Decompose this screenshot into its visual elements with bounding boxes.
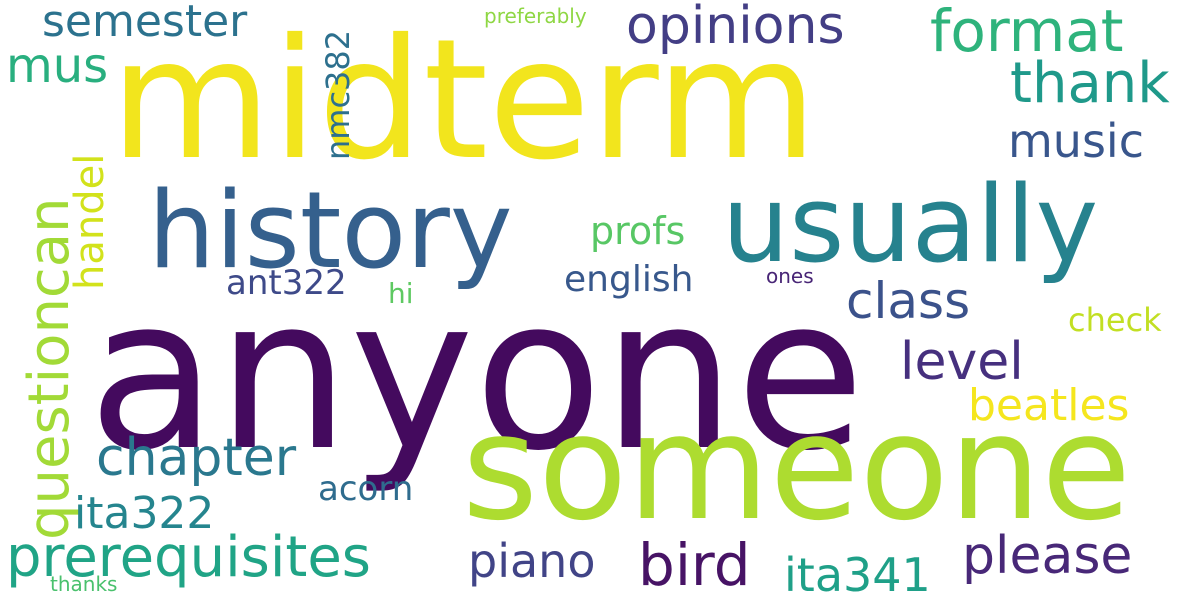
word-thanks: thanks bbox=[50, 572, 118, 596]
word-music: music bbox=[1008, 114, 1145, 168]
word-beatles: beatles bbox=[968, 380, 1130, 431]
word-class: class bbox=[846, 272, 971, 330]
word-ones: ones bbox=[766, 264, 814, 288]
word-chapter: chapter bbox=[96, 428, 297, 488]
word-preferably: preferably bbox=[484, 4, 587, 28]
word-semester: semester bbox=[42, 0, 248, 47]
word-prerequisites: prerequisites bbox=[6, 525, 371, 590]
word-someone: someone bbox=[462, 383, 1132, 553]
word-check: check bbox=[1068, 301, 1162, 339]
word-usually: usually bbox=[722, 163, 1099, 286]
word-bird: bird bbox=[638, 531, 751, 599]
word-midterm: midterm bbox=[110, 4, 818, 197]
word-nmc382: nmc382 bbox=[319, 29, 357, 160]
word-profs: profs bbox=[590, 209, 686, 253]
word-ita341: ita341 bbox=[784, 548, 931, 600]
word-handel: handel bbox=[67, 153, 113, 290]
word-mus: mus bbox=[6, 38, 109, 94]
word-ant322: ant322 bbox=[226, 263, 347, 303]
word-format: format bbox=[930, 0, 1124, 65]
word-hi: hi bbox=[388, 277, 414, 310]
word-acorn: acorn bbox=[318, 469, 414, 509]
word-anyone: anyone bbox=[88, 252, 865, 497]
word-piano: piano bbox=[468, 534, 596, 588]
word-ita322: ita322 bbox=[74, 488, 215, 539]
word-please: please bbox=[962, 526, 1133, 586]
word-thank: thank bbox=[1010, 51, 1170, 116]
word-english: english bbox=[564, 259, 694, 300]
word-level: level bbox=[900, 332, 1024, 392]
word-history: history bbox=[148, 169, 513, 292]
word-opinions: opinions bbox=[626, 0, 845, 56]
